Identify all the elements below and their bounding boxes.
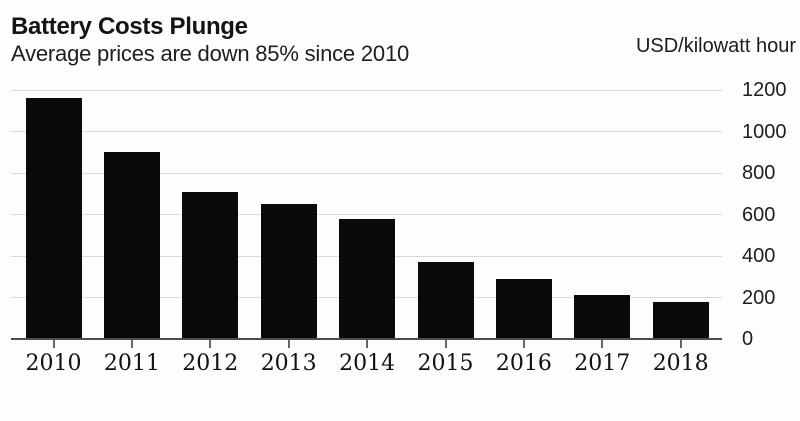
gridline-800	[11, 172, 722, 174]
x-tick-2013	[287, 340, 290, 348]
y-tick-label-0: 0	[742, 328, 754, 350]
x-tick-2017	[601, 340, 604, 348]
gridline-1000	[11, 131, 722, 132]
y-tick-label-200: 200	[742, 286, 776, 309]
y-tick-label-600: 600	[742, 203, 776, 226]
bar-2015	[417, 261, 474, 339]
x-tick-label-2011: 2011	[103, 351, 160, 376]
x-tick-2018	[679, 340, 682, 348]
x-tick-2016	[522, 340, 525, 348]
gridline-1200	[11, 89, 722, 91]
y-axis-unit-label: USD/kilowatt hour	[635, 35, 796, 57]
bar-2010	[25, 98, 82, 339]
x-tick-label-2013: 2013	[260, 351, 317, 376]
x-tick-label-2015: 2015	[417, 351, 474, 376]
x-tick-label-2017: 2017	[574, 351, 631, 376]
x-tick-label-2012: 2012	[182, 351, 239, 376]
bar-2018	[652, 302, 709, 339]
x-tick-label-2010: 2010	[25, 351, 82, 376]
x-tick-label-2016: 2016	[495, 351, 552, 376]
chart-subtitle: Average prices are down 85% since 2010	[11, 41, 410, 66]
bar-2016	[495, 279, 552, 339]
x-tick-2014	[366, 340, 369, 348]
bar-2014	[339, 219, 396, 339]
x-axis-line	[11, 338, 722, 340]
bar-2017	[574, 294, 631, 339]
gridline-600	[11, 214, 722, 215]
x-tick-2012	[209, 340, 212, 348]
y-tick-label-400: 400	[742, 245, 776, 267]
y-tick-label-1000: 1000	[742, 120, 787, 143]
bar-2013	[260, 204, 317, 339]
x-tick-2015	[444, 340, 447, 348]
x-tick-2011	[130, 340, 133, 348]
x-tick-label-2014: 2014	[339, 351, 396, 376]
x-tick-2010	[52, 340, 55, 348]
x-tick-label-2018: 2018	[652, 351, 709, 376]
chart-title: Battery Costs Plunge	[11, 13, 248, 40]
y-tick-label-1200: 1200	[742, 79, 787, 101]
bar-2012	[182, 192, 239, 339]
y-tick-label-800: 800	[742, 162, 776, 184]
bar-2011	[103, 152, 160, 339]
